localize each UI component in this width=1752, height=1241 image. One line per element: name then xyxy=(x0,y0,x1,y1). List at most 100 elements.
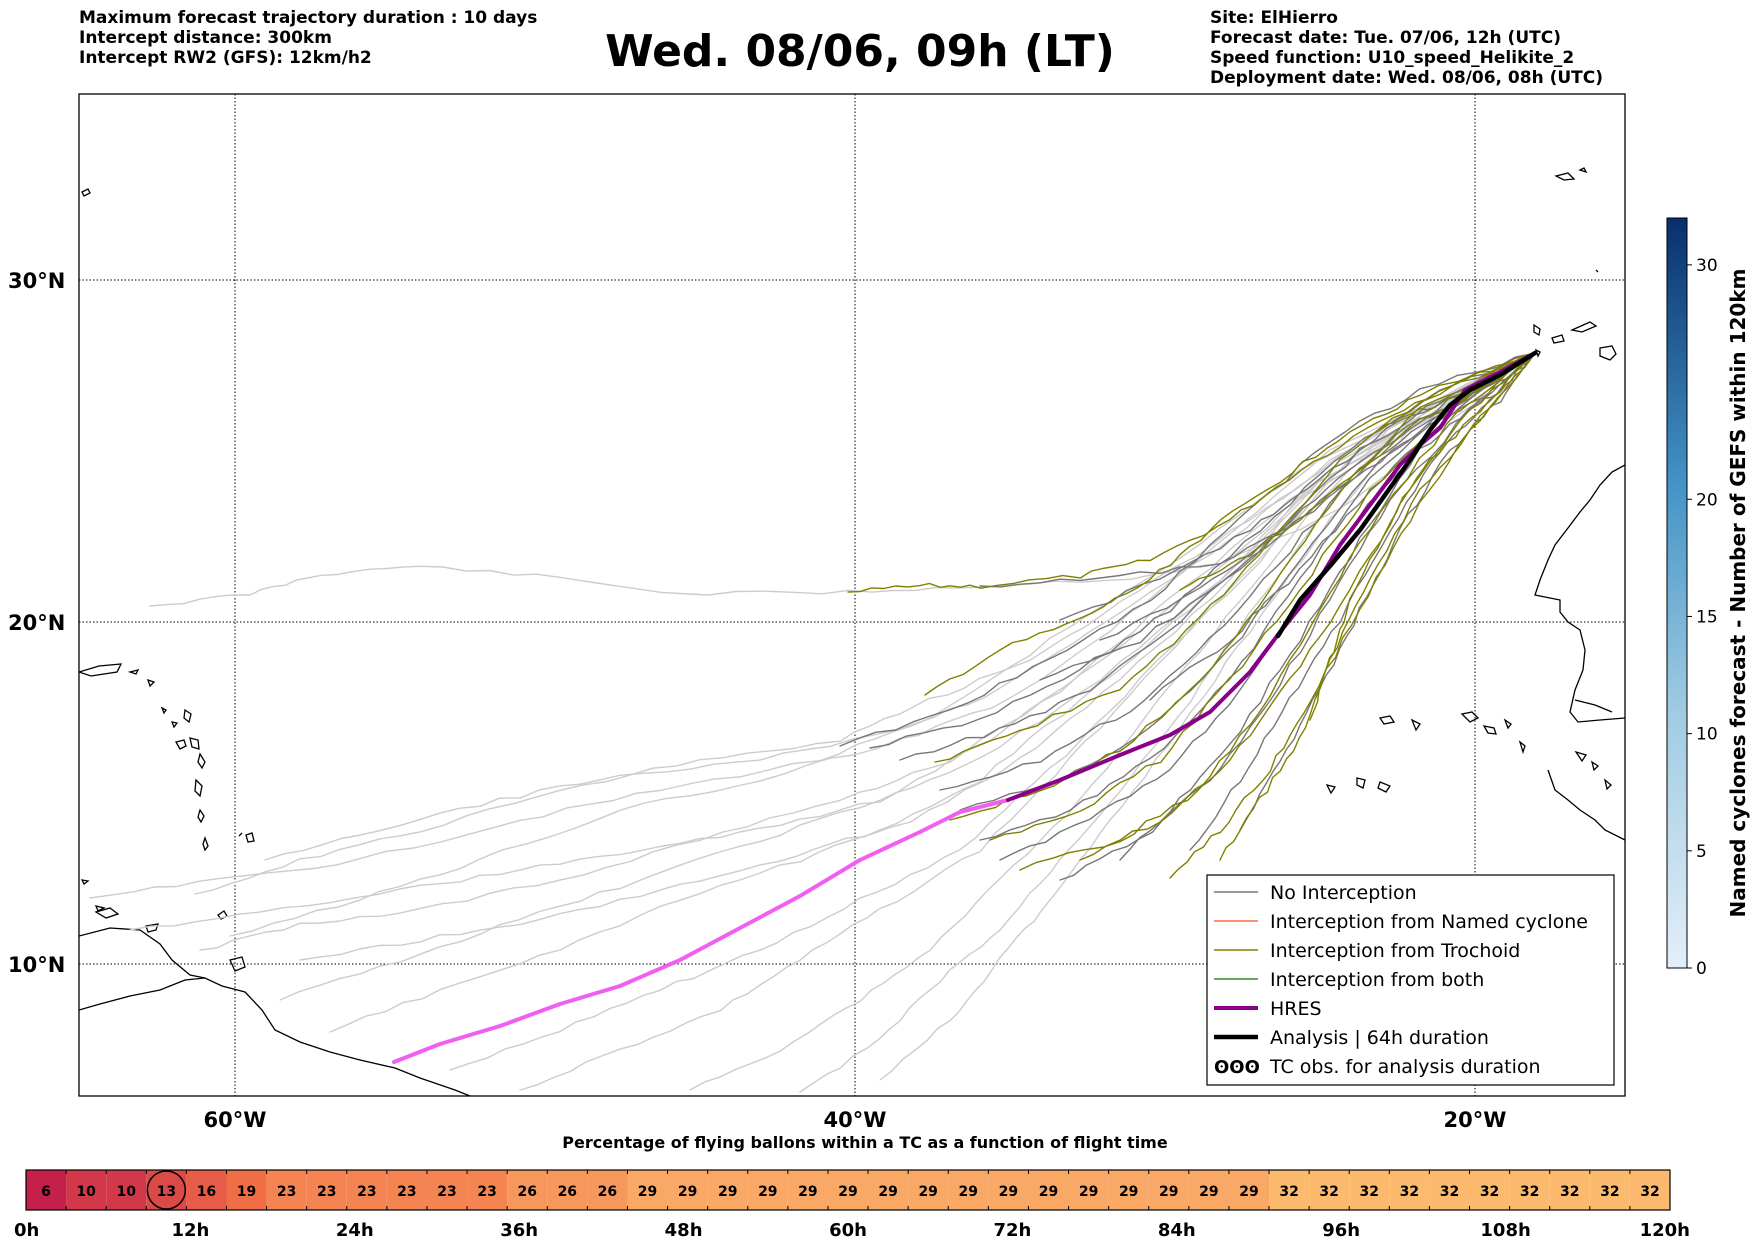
timeline-value: 32 xyxy=(1279,1184,1298,1200)
timeline-cell-fill xyxy=(1068,1170,1109,1210)
legend-item: No Interception xyxy=(1214,882,1417,904)
timeline-cell-fill xyxy=(868,1170,909,1210)
lat-tick-label: 20°N xyxy=(8,611,65,635)
trajectory-faded xyxy=(194,352,1536,895)
timeline-cell: 6 xyxy=(25,1170,67,1210)
legend-box xyxy=(1206,874,1615,1086)
timeline-cell: 23 xyxy=(306,1170,347,1210)
timeline-value: 29 xyxy=(798,1184,817,1200)
map-layers xyxy=(79,94,1625,1096)
timeline-cell-fill xyxy=(747,1170,788,1210)
trajectory-trochoid xyxy=(934,352,1536,763)
trajectory-faded xyxy=(129,352,1536,931)
timeline-cell-fill xyxy=(1389,1170,1430,1210)
timeline-cell: 32 xyxy=(1268,1170,1310,1210)
timeline-cell-fill xyxy=(707,1170,748,1210)
timeline: Percentage of flying ballons within a TC… xyxy=(14,1133,1690,1241)
map-frame xyxy=(78,93,1626,1097)
colorbar: 0 5 10 15 20 30 Named cyclones forecast - Num… xyxy=(1666,217,1750,979)
timeline-time-label: 36h xyxy=(500,1220,538,1241)
timeline-value: 23 xyxy=(437,1184,456,1200)
timeline-value: 32 xyxy=(1360,1184,1379,1200)
timeline-cell-fill xyxy=(988,1170,1029,1210)
lon-tick-label: 60°W xyxy=(204,1108,267,1132)
lat-tick-label: 30°N xyxy=(8,269,65,293)
timeline-cell: 29 xyxy=(1228,1170,1270,1210)
timeline-value: 29 xyxy=(638,1184,657,1200)
trajectory-trochoid xyxy=(1169,352,1536,879)
timeline-value: 29 xyxy=(718,1184,737,1200)
timeline-value: 23 xyxy=(357,1184,376,1200)
timeline-time-label: 12h xyxy=(171,1220,209,1241)
colorbar-gradient xyxy=(1666,217,1688,969)
timeline-cell: 29 xyxy=(947,1170,989,1210)
timeline-cell: 29 xyxy=(787,1170,828,1210)
timeline-time-label: 0h xyxy=(14,1220,39,1241)
timeline-value: 23 xyxy=(277,1184,296,1200)
trajectory-trochoid xyxy=(924,352,1536,696)
timeline-cell-fill xyxy=(426,1170,468,1210)
islands-small xyxy=(80,706,243,912)
trajectory-faded xyxy=(199,352,1536,951)
legend-label: Interception from both xyxy=(1270,969,1484,991)
legend-label: Analysis | 64h duration xyxy=(1270,1027,1489,1049)
islands-canary xyxy=(1533,321,1617,361)
intercept-distance-text: Intercept distance: 300km xyxy=(79,28,332,48)
timeline-value: 10 xyxy=(117,1184,137,1200)
timeline-cell: 29 xyxy=(747,1170,788,1210)
coast-senegal xyxy=(1574,699,1613,713)
max-duration-text: Maximum forecast trajectory duration : 1… xyxy=(79,8,538,28)
legend: No Interception Interception from Named c… xyxy=(1206,874,1615,1086)
timeline-cell-fill xyxy=(186,1170,227,1210)
lon-tick-label: 40°W xyxy=(824,1108,887,1132)
timeline-cell: 29 xyxy=(667,1170,708,1210)
timeline-value: 26 xyxy=(598,1184,617,1200)
timeline-cell: 29 xyxy=(987,1170,1029,1210)
timeline-cell: 32 xyxy=(1549,1170,1590,1210)
trajectory-analysis xyxy=(1275,350,1538,639)
page-title: Wed. 08/06, 09h (LT) xyxy=(605,26,1115,77)
timeline-value: 23 xyxy=(477,1184,496,1200)
timeline-cell: 32 xyxy=(1428,1170,1470,1210)
trajectory-no-interception xyxy=(839,352,1536,747)
timeline-cell: 29 xyxy=(707,1170,748,1210)
trajectory-trochoid xyxy=(1179,352,1536,591)
timeline-value: 29 xyxy=(678,1184,697,1200)
timeline-value: 29 xyxy=(918,1184,937,1200)
timeline-cell: 16 xyxy=(185,1170,227,1210)
timeline-cell-fill xyxy=(627,1170,668,1210)
speed-function-text: Speed function: U10_speed_Helikite_2 xyxy=(1210,48,1575,68)
timeline-cell: 29 xyxy=(1108,1170,1149,1210)
timeline-cell-fill xyxy=(1309,1170,1350,1210)
timeline-cell: 29 xyxy=(1148,1170,1189,1210)
timeline-value: 16 xyxy=(197,1184,216,1200)
timeline-cell: 32 xyxy=(1388,1170,1430,1210)
islands-madeira xyxy=(1554,167,1588,181)
timeline-current-marker xyxy=(146,1170,187,1210)
tc-obs-symbol-icon: ʘʘʘ xyxy=(1214,1057,1260,1078)
timeline-value: 29 xyxy=(959,1184,978,1200)
timeline-time-label: 108h xyxy=(1480,1220,1530,1241)
timeline-cell-fill xyxy=(1349,1170,1390,1210)
legend-label: Interception from Trochoid xyxy=(1270,940,1520,962)
trajectory-no-interception xyxy=(1149,352,1536,701)
trajectory-trochoid xyxy=(1309,352,1536,721)
colorbar-tick-label: 15 xyxy=(1696,607,1718,627)
timeline-cells: 6 10 10 13 16 19 23 23 23 23 23 23 26 26 26 29 29 29 29 29 2… xyxy=(25,1169,1671,1211)
timeline-time-labels: 0h 12h 24h 36h 48h 60h 72h 84h 96h 108h 120h xyxy=(14,1220,1690,1241)
islands-cape-verde xyxy=(1325,711,1526,795)
timeline-value: 23 xyxy=(317,1184,336,1200)
island-barbados xyxy=(245,832,255,843)
legend-items: No Interception Interception from Named c… xyxy=(1214,882,1588,1078)
timeline-value: 10 xyxy=(76,1184,96,1200)
timeline-cell-fill xyxy=(266,1170,307,1210)
legend-item: Interception from Named cyclone xyxy=(1214,911,1588,933)
timeline-cell-fill xyxy=(226,1170,267,1210)
timeline-cell-fill xyxy=(507,1170,548,1210)
timeline-title: Percentage of flying ballons within a TC… xyxy=(562,1133,1168,1152)
timeline-cell-fill xyxy=(1509,1170,1550,1210)
timeline-cell: 23 xyxy=(346,1170,387,1210)
timeline-cell-fill xyxy=(306,1170,347,1210)
timeline-cell-fill xyxy=(66,1170,107,1210)
